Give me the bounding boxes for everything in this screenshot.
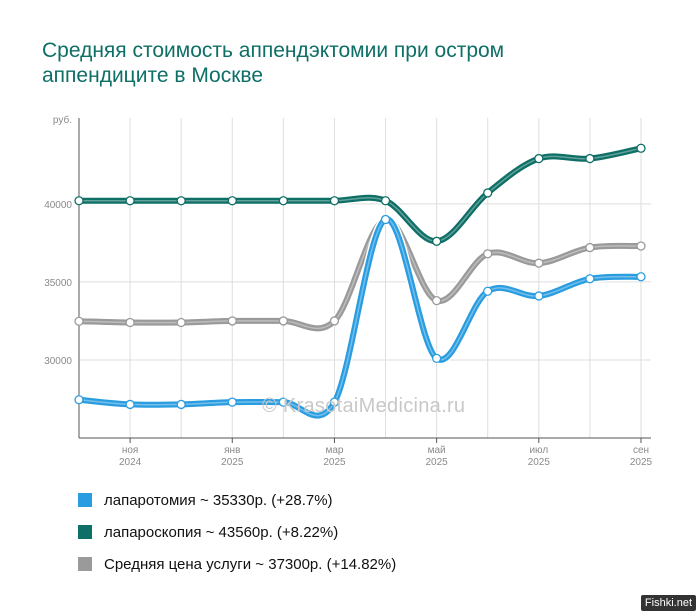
data-point-series-2-5[interactable]: [329, 397, 340, 407]
data-point-series-1-1[interactable]: [125, 317, 135, 328]
x-tick-label-year: 2025: [323, 457, 346, 468]
x-tick-label-year: 2024: [119, 457, 142, 468]
data-point-series-2-11[interactable]: [636, 272, 646, 282]
x-tick-label-month: ноя: [122, 445, 139, 456]
x-tick-label-year: 2025: [221, 457, 244, 468]
point-layer: [74, 143, 646, 410]
data-point-series-0-1[interactable]: [125, 196, 135, 206]
x-tick-label-year: 2025: [528, 457, 551, 468]
chart-title: Средняя стоимость аппендэктомии при остр…: [42, 38, 662, 88]
data-point-series-0-7[interactable]: [431, 236, 442, 246]
watermark-text: © KrasotaiMedicina.ru: [262, 395, 466, 417]
legend-label-laparotomy: лапаротомия ~ 35330р. (+28.7%): [104, 491, 333, 509]
data-point-series-1-9[interactable]: [534, 258, 544, 268]
y-tick-label: 35000: [44, 278, 72, 289]
series-line-outline-0: [79, 143, 646, 246]
data-point-series-2-7[interactable]: [431, 353, 442, 364]
x-tick-label-month: июл: [529, 445, 548, 456]
data-point-series-0-5[interactable]: [329, 196, 340, 206]
data-point-series-2-10[interactable]: [585, 274, 595, 284]
legend-label-laparoscopy: лапароскопия ~ 43560р. (+8.22%): [104, 523, 339, 541]
x-tick-label-month: янв: [224, 445, 240, 456]
data-point-series-1-5[interactable]: [329, 316, 340, 326]
site-badge[interactable]: Fishki.net: [640, 595, 696, 611]
series-line-outline-2: [79, 215, 646, 420]
data-point-series-0-6[interactable]: [380, 196, 391, 206]
chart-title-line-2: аппендиците в Москве: [42, 64, 264, 87]
legend-item-laparotomy[interactable]: лапаротомия ~ 35330р. (+28.7%): [78, 484, 396, 516]
data-point-series-2-1[interactable]: [125, 399, 135, 410]
data-point-series-2-2[interactable]: [176, 399, 186, 410]
y-axis-unit: руб.: [53, 114, 72, 126]
data-point-series-1-3[interactable]: [227, 316, 237, 326]
data-point-series-0-8[interactable]: [483, 188, 493, 198]
legend-swatch-laparotomy: [78, 493, 92, 507]
x-tick-label-month: мар: [325, 445, 343, 456]
data-point-series-0-0[interactable]: [74, 196, 84, 206]
data-point-series-2-8[interactable]: [483, 286, 493, 296]
x-tick-label-month: сен: [633, 445, 649, 456]
data-point-series-0-4[interactable]: [278, 196, 289, 206]
y-tick-label: 40000: [44, 200, 72, 211]
data-point-series-2-3[interactable]: [227, 397, 237, 407]
data-point-series-1-11[interactable]: [636, 241, 646, 251]
data-point-series-2-9[interactable]: [534, 291, 544, 301]
data-point-series-1-2[interactable]: [176, 317, 186, 328]
data-point-series-0-9[interactable]: [534, 153, 544, 164]
data-point-series-2-6[interactable]: [380, 214, 391, 225]
data-point-series-0-11[interactable]: [636, 143, 646, 153]
legend-item-laparoscopy[interactable]: лапароскопия ~ 43560р. (+8.22%): [78, 516, 396, 548]
chart-legend: лапаротомия ~ 35330р. (+28.7%) лапароско…: [78, 484, 396, 580]
data-point-series-0-10[interactable]: [585, 153, 595, 164]
legend-swatch-laparoscopy: [78, 525, 92, 539]
legend-swatch-average-price: [78, 557, 92, 571]
data-point-series-1-7[interactable]: [431, 295, 442, 306]
data-point-series-0-2[interactable]: [176, 196, 186, 206]
x-tick-label-year: 2025: [630, 457, 653, 468]
data-point-series-1-0[interactable]: [74, 316, 84, 326]
x-tick-label-year: 2025: [426, 457, 449, 468]
data-point-series-2-0[interactable]: [74, 395, 84, 405]
chart-axes: руб. 300003500040000ноя2024янв2025мар202…: [44, 114, 652, 468]
x-tick-label-month: май: [428, 445, 446, 456]
data-point-series-1-10[interactable]: [585, 242, 595, 253]
chart-title-line-1: Средняя стоимость аппендэктомии при остр…: [42, 39, 505, 62]
data-point-series-2-4[interactable]: [278, 397, 289, 407]
y-tick-label: 30000: [44, 356, 72, 367]
data-point-series-1-4[interactable]: [278, 316, 289, 326]
data-point-series-0-3[interactable]: [227, 196, 237, 206]
data-point-series-1-8[interactable]: [483, 249, 493, 259]
legend-item-average-price[interactable]: Средняя цена услуги ~ 37300р. (+14.82%): [78, 548, 396, 580]
legend-label-average-price: Средняя цена услуги ~ 37300р. (+14.82%): [104, 555, 397, 573]
